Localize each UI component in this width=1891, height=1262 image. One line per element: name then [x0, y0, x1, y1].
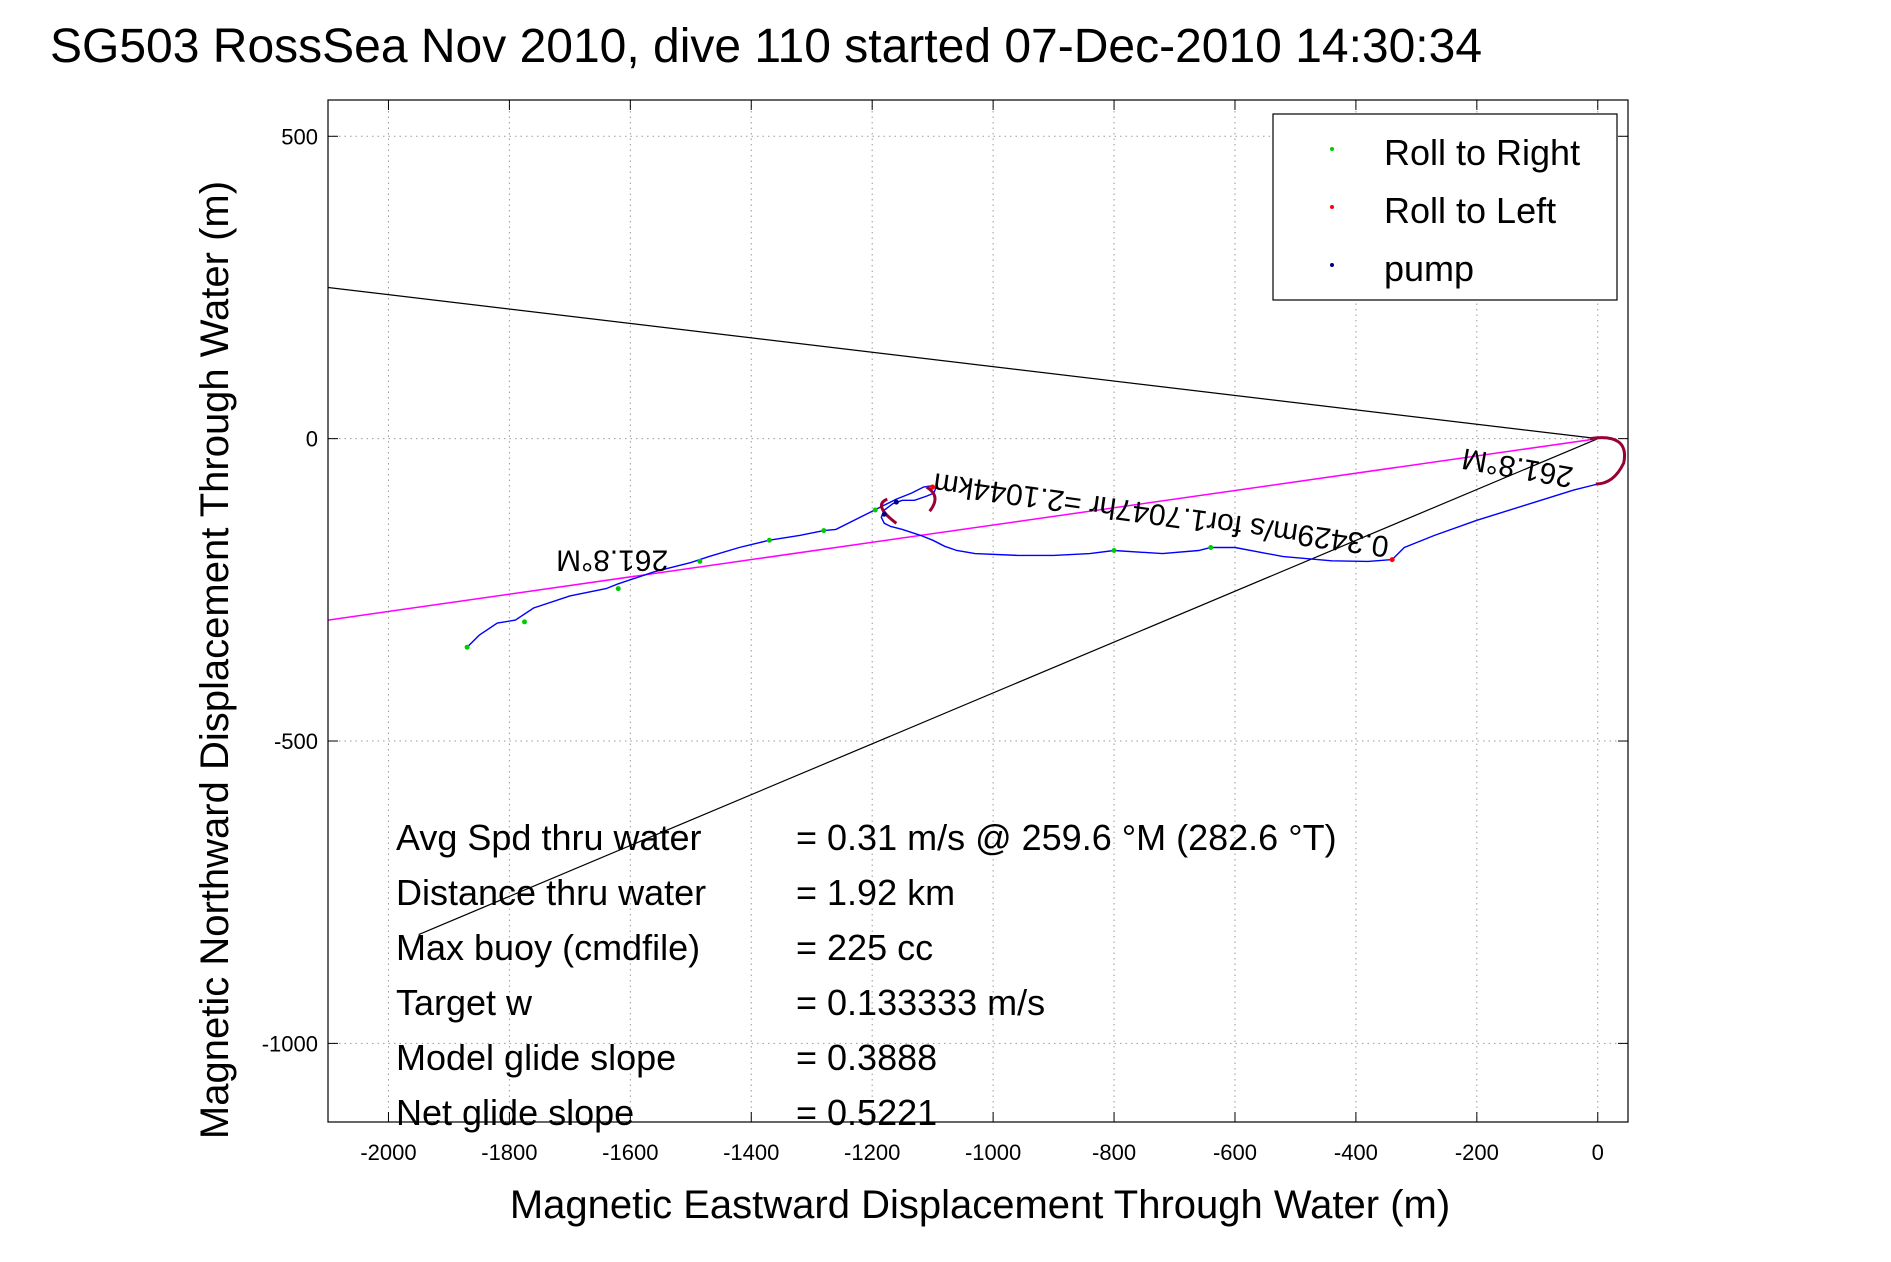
ticks: -2000 -1800 -1600 -1400 -1200 -1000 -800 -600 -4… [262, 100, 1628, 1165]
stat-label: Model glide slope [396, 1037, 676, 1078]
stat-value: = 0.3888 [796, 1037, 937, 1078]
roll-left-marker [930, 484, 936, 490]
roll-right-marker [697, 558, 703, 564]
legend-entry[interactable]: pump [1384, 248, 1474, 289]
plot-area [327, 99, 1629, 1123]
reference-lines [328, 286, 1599, 936]
x-tick-label: -1400 [723, 1140, 779, 1165]
x-tick-label: -800 [1092, 1140, 1136, 1165]
roll-right-marker [1111, 548, 1117, 554]
stats-block: Avg Spd thru water = 0.31 m/s @ 259.6 °M … [396, 817, 1337, 1133]
x-tick-label: 0 [1592, 1140, 1604, 1165]
turn-loop-right [925, 485, 937, 513]
roll-right-marker [766, 537, 772, 543]
stat-label: Target w [396, 982, 533, 1023]
stat-value: = 225 cc [796, 927, 933, 968]
grid [328, 100, 1628, 1122]
start-loop [1589, 436, 1627, 486]
x-tick-label: -400 [1334, 1140, 1378, 1165]
cone-line [418, 438, 1599, 936]
x-tick-label: -600 [1213, 1140, 1257, 1165]
heading-line [328, 437, 1598, 621]
pump-marker [881, 511, 887, 517]
roll-right-marker [872, 507, 878, 513]
stat-label: Distance thru water [396, 872, 706, 913]
heading-annotation: 0.3429m/s for1.7047hr =2.1044km [931, 466, 1391, 563]
heading-annotation: 261.8°M [556, 544, 668, 577]
stat-value: = 1.92 km [796, 872, 955, 913]
stat-value: = 0.133333 m/s [796, 982, 1045, 1023]
x-tick-label: -1000 [965, 1140, 1021, 1165]
stat-label: Avg Spd thru water [396, 817, 702, 858]
track [466, 436, 1627, 648]
legend-marker [1330, 205, 1334, 209]
y-tick-label: 500 [281, 124, 318, 149]
y-tick-label: -1000 [262, 1031, 318, 1056]
roll-right-marker [1208, 545, 1214, 551]
stat-value: = 0.31 m/s @ 259.6 °M (282.6 °T) [796, 817, 1337, 858]
y-tick-label: 0 [306, 427, 318, 452]
chart-title: SG503 RossSea Nov 2010, dive 110 started… [50, 20, 1482, 73]
x-tick-label: -200 [1455, 1140, 1499, 1165]
legend[interactable]: Roll to Right Roll to Left pump [1272, 113, 1618, 301]
x-axis-label: Magnetic Eastward Displacement Through W… [510, 1183, 1450, 1227]
y-axis-label: Magnetic Northward Displacement Through … [193, 181, 237, 1139]
stat-label: Max buoy (cmdfile) [396, 927, 700, 968]
legend-entry[interactable]: Roll to Left [1384, 190, 1556, 231]
legend-marker [1330, 147, 1334, 151]
roll-right-marker [522, 619, 528, 625]
legend-marker [1330, 263, 1334, 267]
x-tick-label: -1600 [602, 1140, 658, 1165]
roll-right-marker [615, 586, 621, 592]
roll-left-marker [1389, 557, 1395, 563]
roll-right-marker [821, 528, 827, 534]
x-tick-label: -1200 [844, 1140, 900, 1165]
pump-marker [893, 499, 899, 505]
turn-loop-left [880, 497, 898, 525]
x-tick-label: -1800 [481, 1140, 537, 1165]
cone-line [328, 286, 1598, 440]
x-tick-label: -2000 [360, 1140, 416, 1165]
roll-right-marker [464, 644, 470, 650]
legend-entry[interactable]: Roll to Right [1384, 132, 1580, 173]
y-tick-label: -500 [274, 729, 318, 754]
stat-label: Net glide slope [396, 1092, 634, 1133]
markers [464, 484, 1395, 650]
stat-value: = 0.5221 [796, 1092, 937, 1133]
